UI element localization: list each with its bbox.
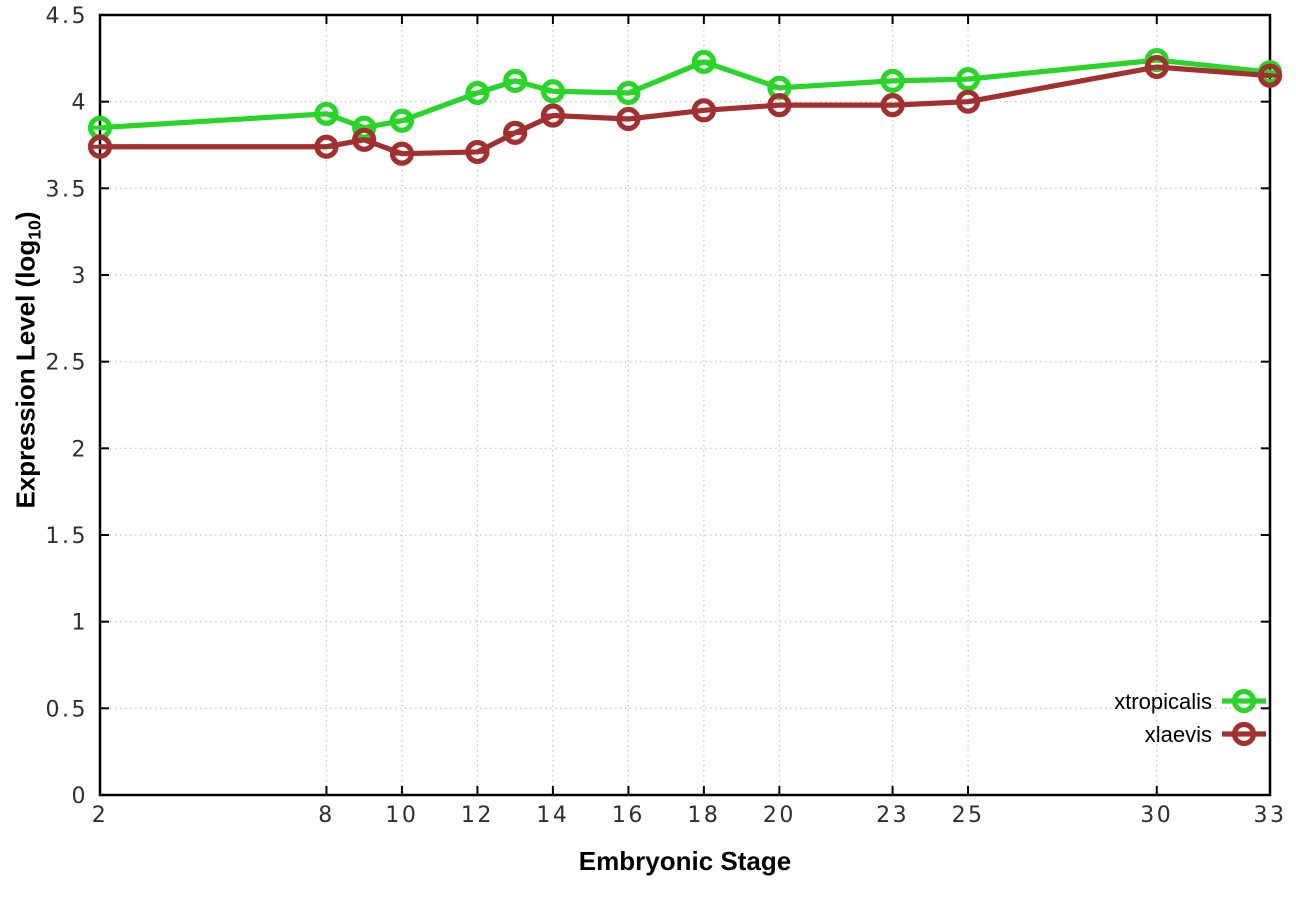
data-point-xlaevis-marker <box>880 93 905 118</box>
data-point-xlaevis-marker <box>955 89 981 114</box>
data-point-xtropicalis-marker <box>503 68 528 93</box>
y-axis-title-suffix: ) <box>10 211 41 221</box>
y-tick-label: 2 <box>72 437 89 462</box>
data-point-xtropicalis-marker <box>314 101 339 126</box>
data-point-xlaevis-marker <box>352 127 377 152</box>
x-tick-label: 16 <box>612 803 645 828</box>
data-point-xtropicalis-marker <box>389 108 415 133</box>
plot-border <box>98 13 1272 797</box>
y-tick-label: 4.5 <box>46 4 89 29</box>
y-tick-label: 1 <box>72 611 89 636</box>
x-tick-label: 12 <box>461 803 494 828</box>
x-tick-label: 18 <box>687 803 720 828</box>
series-line-xtropicalis <box>97 57 1273 131</box>
data-point-xlaevis-marker <box>465 139 490 165</box>
x-tick-label: 10 <box>385 803 418 828</box>
y-axis-title-subscript: 10 <box>24 220 45 240</box>
data-point-xlaevis-marker <box>1144 54 1169 80</box>
data-point-xlaevis-marker <box>389 141 415 166</box>
data-point-xtropicalis-marker <box>880 68 905 93</box>
data-point-xlaevis-marker <box>616 106 641 132</box>
legend-label-xtropicalis: xtropicalis <box>1114 689 1212 714</box>
data-point-xtropicalis-marker <box>616 80 641 106</box>
y-tick-label: 1.5 <box>46 524 89 549</box>
data-point-xlaevis-marker <box>314 134 339 159</box>
x-tick-label: 8 <box>318 803 335 828</box>
y-tick-label: 3 <box>72 264 89 289</box>
data-point-xtropicalis-marker <box>540 79 566 104</box>
data-point-xlaevis-marker <box>540 103 566 128</box>
data-point-xtropicalis-marker <box>691 49 716 74</box>
x-tick-label: 14 <box>536 803 569 828</box>
y-tick-label: 4 <box>72 91 89 116</box>
x-tick-label: 30 <box>1140 803 1173 828</box>
data-point-xlaevis-marker <box>767 93 792 118</box>
data-point-xlaevis-marker <box>503 120 528 145</box>
y-axis-title: Expression Level (log10) <box>10 211 45 508</box>
data-point-xlaevis-marker <box>87 134 113 159</box>
data-point-xtropicalis-marker <box>955 67 981 92</box>
series-line-xlaevis <box>97 64 1273 157</box>
y-tick-label: 3.5 <box>46 177 89 202</box>
data-point-xtropicalis-marker <box>465 80 490 106</box>
y-tick-label: 0.5 <box>46 697 89 722</box>
x-tick-label: 23 <box>876 803 909 828</box>
legend-marker-xlaevis <box>1231 721 1257 747</box>
legend-marker-xtropicalis <box>1231 688 1257 714</box>
x-tick-label: 25 <box>952 803 985 828</box>
data-point-xlaevis-marker <box>691 98 716 123</box>
x-tick-label: 33 <box>1254 803 1287 828</box>
data-point-xlaevis-marker <box>1257 63 1283 88</box>
y-axis-title-text: Expression Level (log <box>10 239 41 509</box>
y-tick-label: 2.5 <box>46 351 89 376</box>
x-axis-title: Embryonic Stage <box>578 846 792 876</box>
y-tick-label: 0 <box>72 784 89 809</box>
legend-label-xlaevis: xlaevis <box>1145 722 1212 747</box>
x-tick-label: 2 <box>92 803 109 828</box>
x-tick-label: 20 <box>763 803 796 828</box>
data-point-xtropicalis-marker <box>352 115 377 140</box>
